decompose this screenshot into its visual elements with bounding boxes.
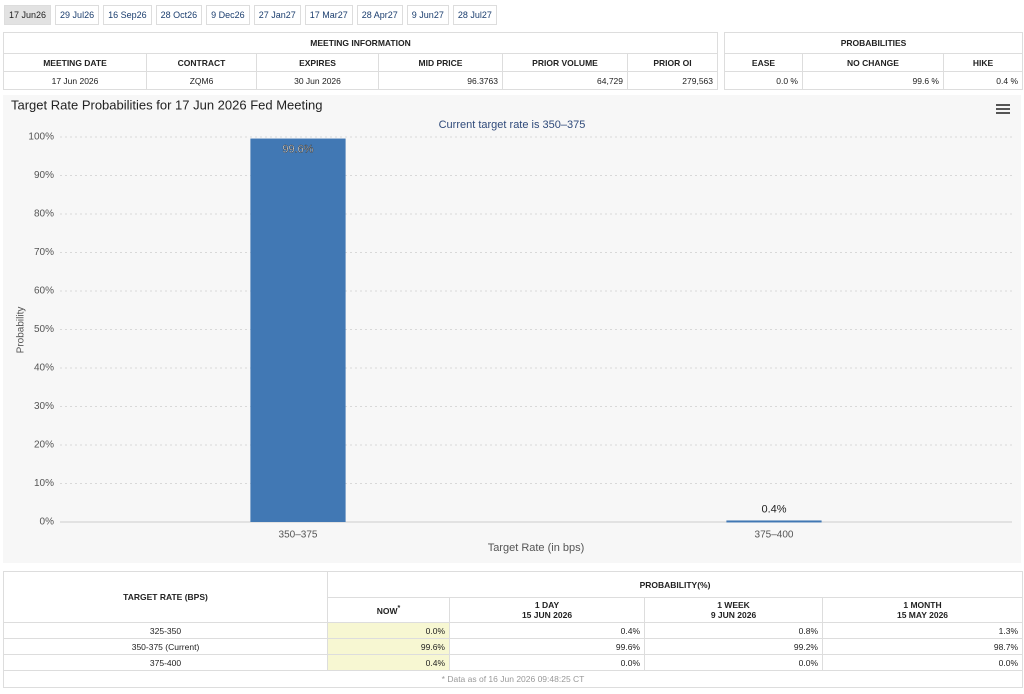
- meeting-info-table: MEETING INFORMATION MEETING DATE CONTRACT E…: [2, 32, 719, 90]
- y-tick-label: 80%: [34, 209, 54, 220]
- y-tick-label: 100%: [28, 132, 54, 143]
- column-header: MEETING DATE: [3, 53, 147, 72]
- chart: Target Rate Probabilities for 17 Jun 202…: [3, 95, 1021, 563]
- column-label: 1 DAY: [534, 600, 560, 610]
- y-tick-label: 10%: [34, 478, 54, 489]
- cell: 375-400: [3, 654, 328, 671]
- y-tick-label: 30%: [34, 401, 54, 412]
- column-header: HIKE: [942, 53, 1024, 72]
- x-tick-label: 350–375: [279, 530, 318, 541]
- meeting-tab[interactable]: 27 Jan27: [253, 5, 301, 25]
- title-row: MEETING INFORMATION: [2, 32, 719, 54]
- column-label: NOW: [376, 605, 398, 616]
- cell: 279,563: [626, 71, 719, 90]
- cell: 30 Jun 2026: [256, 71, 379, 90]
- column-header: NO CHANGE: [802, 53, 944, 72]
- data-row: 325-350 0.0% 0.4% 0.8% 1.3%: [3, 622, 1024, 639]
- y-tick-label: 20%: [34, 440, 54, 451]
- y-axis-label: Probability: [16, 307, 27, 354]
- data-row: 17 Jun 2026 ZQM6 30 Jun 2026 96.3763 64,729 2…: [3, 71, 719, 90]
- y-tick-label: 50%: [34, 324, 54, 335]
- table-title: PROBABILITIES: [723, 32, 1024, 54]
- header-row: TARGET RATE (BPS) PROBABILITY(%): [3, 571, 1024, 623]
- bar: [726, 520, 822, 523]
- y-tick-label: 0%: [40, 517, 55, 528]
- cell: 17 Jun 2026: [3, 71, 147, 90]
- cell: 99.6%: [327, 638, 450, 655]
- meeting-tab[interactable]: 28 Oct26: [155, 5, 203, 25]
- chart-subtitle: Current target rate is 350–375: [439, 119, 586, 131]
- column-header: PRIOR OI: [626, 53, 719, 72]
- cell: 99.2%: [644, 638, 823, 655]
- row-header: TARGET RATE (BPS): [3, 571, 328, 623]
- data-row: 0.0 % 99.6 % 0.4 %: [724, 71, 1024, 90]
- cell: 0.4 %: [942, 71, 1024, 90]
- value-label: 0.4%: [761, 503, 786, 515]
- column-header: 1 MONTH 15 MAY 2026: [821, 597, 1024, 623]
- cell: 0.0%: [644, 654, 823, 671]
- x-axis-label: Target Rate (in bps): [488, 542, 585, 554]
- header-row: EASE NO CHANGE HIKE: [724, 53, 1024, 72]
- column-header: EASE: [724, 53, 803, 72]
- meeting-tab[interactable]: 28 Jul27: [452, 5, 497, 25]
- data-row: 375-400 0.4% 0.0% 0.0% 0.0%: [3, 654, 1024, 671]
- cell: 0.0%: [821, 654, 1024, 671]
- y-tick-label: 60%: [34, 286, 54, 297]
- cell: 96.3763: [378, 71, 503, 90]
- cell: 99.6 %: [802, 71, 944, 90]
- cell: ZQM6: [146, 71, 257, 90]
- column-date: 15 MAY 2026: [896, 610, 949, 620]
- footnote: * Data as of 16 Jun 2026 09:48:25 CT: [2, 670, 1024, 688]
- cell: 350-375 (Current): [3, 638, 328, 655]
- data-row: 350-375 (Current) 99.6% 99.6% 99.2% 98.7%: [3, 638, 1024, 655]
- cell: 0.0 %: [724, 71, 803, 90]
- cell: 325-350: [3, 622, 328, 639]
- chart-title: Target Rate Probabilities for 17 Jun 202…: [11, 97, 322, 112]
- bar: [250, 138, 346, 522]
- column-label: 1 WEEK: [717, 600, 750, 610]
- column-header: NOW*: [327, 597, 450, 623]
- tab-bar: 17 Jun26 29 Jul26 16 Sep26 28 Oct26 9 Dec26 2…: [4, 5, 497, 25]
- header-row: MEETING DATE CONTRACT EXPIRES MID PRICE PRIO…: [3, 53, 719, 72]
- column-header: PRIOR VOLUME: [502, 53, 628, 72]
- cell: 1.3%: [821, 622, 1024, 639]
- y-tick-label: 40%: [34, 363, 54, 374]
- menu-button[interactable]: [996, 104, 1010, 114]
- footnote-row: * Data as of 16 Jun 2026 09:48:25 CT: [2, 670, 1024, 688]
- meeting-tab[interactable]: 9 Dec26: [206, 5, 250, 25]
- x-tick-label: 375–400: [755, 530, 794, 541]
- cell: 99.6%: [449, 638, 645, 655]
- column-label: 1 MONTH: [903, 600, 942, 610]
- probabilities-table: PROBABILITIES EASE NO CHANGE HIKE 0.0 % 99.6 …: [723, 32, 1024, 90]
- cell: 0.4%: [327, 654, 450, 671]
- table-title: MEETING INFORMATION: [2, 32, 719, 54]
- meeting-tab[interactable]: 17 Jun26: [4, 5, 52, 25]
- column-header: EXPIRES: [256, 53, 379, 72]
- cell: 0.8%: [644, 622, 823, 639]
- cell: 98.7%: [821, 638, 1024, 655]
- column-date: 15 JUN 2026: [521, 610, 573, 620]
- cell: 0.0%: [327, 622, 450, 639]
- column-header: 1 WEEK 9 JUN 2026: [644, 597, 823, 623]
- meeting-tab[interactable]: 16 Sep26: [103, 5, 152, 25]
- meeting-tab[interactable]: 9 Jun27: [406, 5, 449, 25]
- group-header: PROBABILITY(%): [326, 571, 1024, 598]
- history-table: TARGET RATE (BPS) PROBABILITY(%) NOW* 1 DAY…: [2, 571, 1024, 688]
- title-row: PROBABILITIES: [723, 32, 1024, 54]
- meeting-tab[interactable]: 17 Mar27: [304, 5, 353, 25]
- value-label: 99.6%: [282, 143, 313, 155]
- cell: 64,729: [502, 71, 628, 90]
- meeting-tab[interactable]: 28 Apr27: [356, 5, 403, 25]
- cell: 0.0%: [449, 654, 645, 671]
- column-header: MID PRICE: [378, 53, 503, 72]
- y-tick-label: 90%: [34, 170, 54, 181]
- column-header: CONTRACT: [146, 53, 257, 72]
- column-date: 9 JUN 2026: [710, 610, 757, 620]
- column-header: 1 DAY 15 JUN 2026: [449, 597, 645, 623]
- meeting-tab[interactable]: 29 Jul26: [55, 5, 100, 25]
- column-note: *: [397, 604, 401, 613]
- y-tick-label: 70%: [34, 247, 54, 258]
- cell: 0.4%: [449, 622, 645, 639]
